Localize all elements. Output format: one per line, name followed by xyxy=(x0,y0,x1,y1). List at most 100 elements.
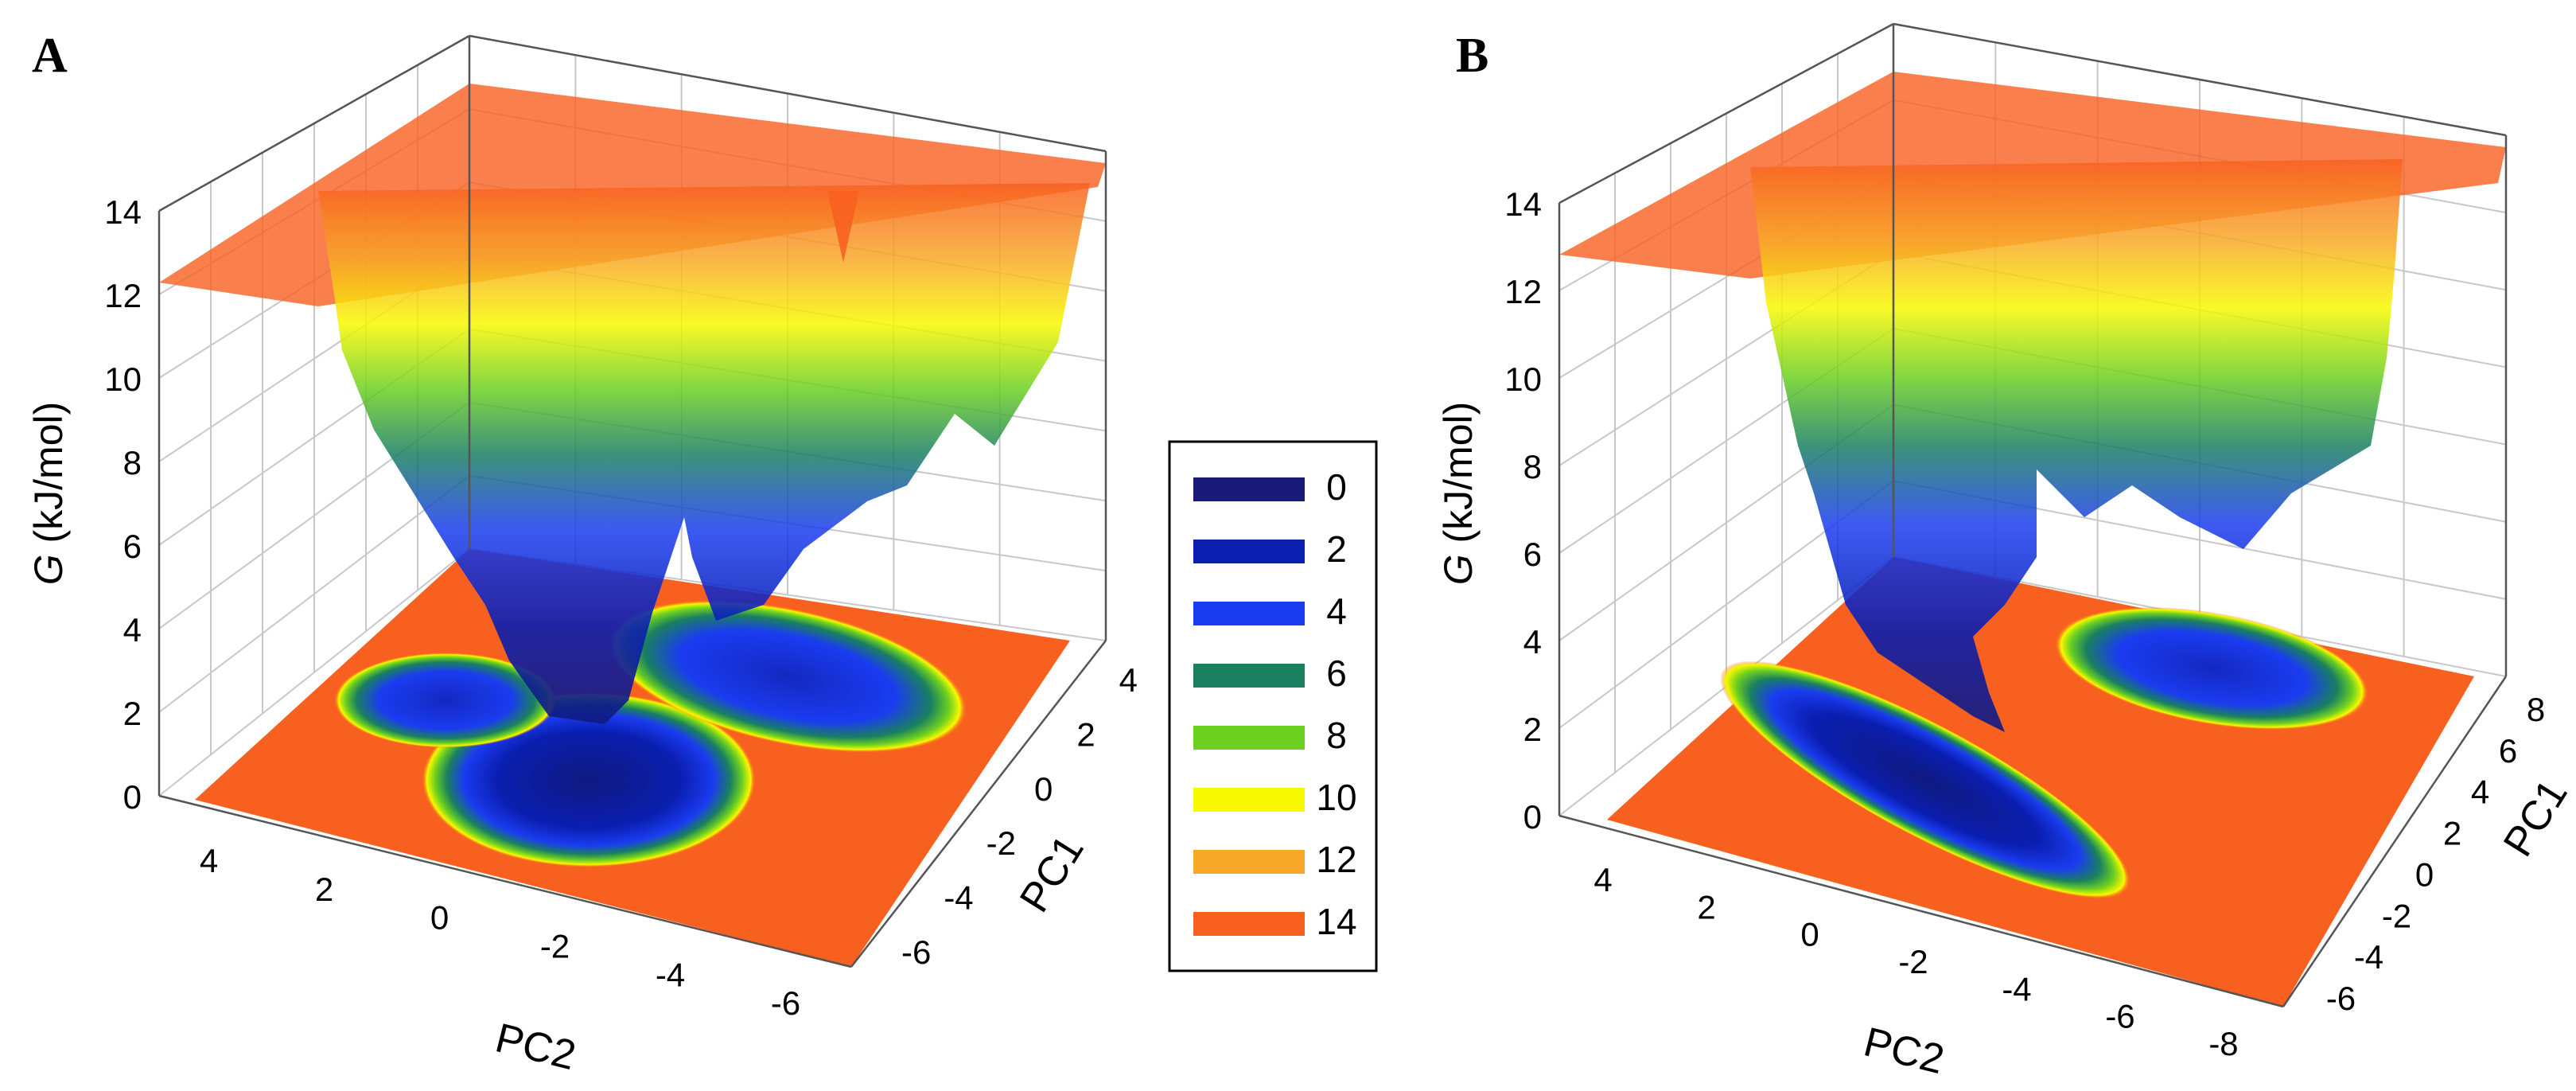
panel-a-z-axis-label-unit: (kJ/mol) xyxy=(26,402,71,555)
panel-b-axes xyxy=(1558,22,2508,1008)
panel-a-axis-edge xyxy=(850,640,1107,968)
z-tick-label: 2 xyxy=(1523,711,1542,748)
panel-a-z-axis-label: G (kJ/mol) xyxy=(26,402,71,586)
legend-label: 2 xyxy=(1326,528,1347,570)
y-tick-label: 8 xyxy=(2527,691,2545,728)
y-tick-label: -4 xyxy=(944,879,973,917)
y-tick-label: -2 xyxy=(2382,897,2411,934)
panel-a-y-axis-label: PC1 xyxy=(1011,828,1093,921)
legend-swatch xyxy=(1193,602,1305,625)
y-tick-label: 0 xyxy=(2415,855,2434,893)
y-tick-label: 0 xyxy=(1034,770,1053,808)
panel-a-z-axis-label-italic: G xyxy=(26,554,71,585)
legend-swatch xyxy=(1193,726,1305,750)
legend-label: 12 xyxy=(1316,839,1356,880)
panel-b-floor-basin-main xyxy=(1719,660,2131,899)
panel-b-x-axis-label: PC2 xyxy=(1859,1019,1948,1083)
legend-swatch xyxy=(1193,540,1305,563)
z-tick-label: 10 xyxy=(1504,360,1542,398)
z-tick-label: 4 xyxy=(123,611,142,649)
panel-a-axis-edge xyxy=(469,34,1107,153)
x-tick-label: -6 xyxy=(771,984,800,1022)
panel-b-x-ticks: 4 2 0 -2 -4 -6 -8 xyxy=(1593,861,2238,1062)
x-tick-label: -6 xyxy=(2105,998,2134,1035)
y-tick-label: -4 xyxy=(2354,938,2383,976)
z-tick-label: 8 xyxy=(1523,448,1542,485)
z-tick-label: 6 xyxy=(123,528,142,565)
panel-b-y-axis-label: PC1 xyxy=(2495,772,2576,865)
panel-a-axis-edge xyxy=(158,34,470,212)
legend: 0 2 4 6 8 10 12 14 xyxy=(1168,440,1378,972)
x-tick-label: 0 xyxy=(1800,916,1819,953)
z-tick-label: 14 xyxy=(1504,185,1542,223)
panel-a-axis-edge xyxy=(158,794,852,968)
panel-b-floor xyxy=(1607,557,2474,1007)
legend-label: 0 xyxy=(1326,466,1347,508)
panel-a-x-axis-label: PC2 xyxy=(491,1015,580,1079)
y-tick-label: -6 xyxy=(2326,980,2356,1017)
legend-label: 8 xyxy=(1326,715,1347,756)
z-tick-label: 0 xyxy=(1523,798,1542,836)
legend-label: 10 xyxy=(1316,777,1356,818)
legend-swatch xyxy=(1193,477,1305,501)
y-tick-label: 6 xyxy=(2499,732,2517,770)
x-tick-label: 4 xyxy=(1593,861,1612,898)
panel-a-x-ticks: 4 2 0 -2 -4 -6 xyxy=(200,842,800,1022)
legend-swatch xyxy=(1193,788,1305,812)
z-tick-label: 12 xyxy=(1504,273,1542,310)
z-tick-label: 0 xyxy=(123,778,142,816)
panel-b-axis-edge xyxy=(1558,814,2284,1008)
panel-a-funnel-surface xyxy=(318,183,1090,724)
z-tick-label: 2 xyxy=(123,695,142,732)
z-tick-label: 10 xyxy=(104,360,142,398)
legend-label: 4 xyxy=(1326,590,1347,632)
y-tick-label: 4 xyxy=(2471,773,2489,811)
z-tick-label: 6 xyxy=(1523,536,1542,573)
panel-b-axis-edge xyxy=(2282,676,2508,1007)
x-tick-label: -4 xyxy=(656,956,685,993)
panel-a-label: A xyxy=(32,29,68,83)
panel-b-z-axis-label-unit: (kJ/mol) xyxy=(1436,402,1481,555)
panel-b-label: B xyxy=(1456,29,1488,83)
panel-b-funnel-surface xyxy=(1750,159,2403,732)
legend-entries: 0 2 4 6 8 10 12 14 xyxy=(1193,466,1357,942)
y-tick-label: -2 xyxy=(986,824,1016,862)
panel-a-floor-basin-secondary xyxy=(608,600,967,753)
legend-label: 6 xyxy=(1326,653,1347,694)
panel-b-floor-basin-secondary xyxy=(2054,606,2369,731)
y-tick-label: -6 xyxy=(901,933,931,971)
y-tick-label: 4 xyxy=(1119,661,1138,699)
legend-swatch xyxy=(1193,912,1305,936)
x-tick-label: 0 xyxy=(430,899,449,937)
z-tick-label: 8 xyxy=(123,444,142,481)
x-tick-label: -4 xyxy=(2002,970,2031,1007)
x-tick-label: 2 xyxy=(1697,888,1715,925)
z-tick-label: 14 xyxy=(104,193,142,231)
x-tick-label: 2 xyxy=(315,871,333,908)
legend-frame xyxy=(1168,440,1378,972)
x-tick-label: 4 xyxy=(200,842,218,879)
y-tick-label: 2 xyxy=(2443,815,2461,852)
z-tick-label: 12 xyxy=(104,277,142,314)
y-tick-label: 2 xyxy=(1076,716,1095,754)
x-tick-label: -2 xyxy=(540,927,570,964)
panel-b-axis-edge xyxy=(1558,22,1894,205)
x-tick-label: -8 xyxy=(2208,1025,2238,1062)
x-tick-label: -2 xyxy=(1898,943,1928,980)
panel-b-z-axis-label: G (kJ/mol) xyxy=(1436,402,1481,586)
z-tick-label: 4 xyxy=(1523,623,1542,660)
panel-a-z-ticks: 14 12 10 8 6 4 2 0 xyxy=(104,193,142,816)
legend-swatch xyxy=(1193,850,1305,874)
panel-a-funnel-notch xyxy=(827,191,859,263)
panel-b-z-axis-label-italic: G xyxy=(1436,554,1481,585)
legend-swatch xyxy=(1193,664,1305,688)
panel-a-y-ticks: -6 -4 -2 024 xyxy=(901,661,1138,971)
panel-b-z-ticks: 14 12 10 8 6 4 2 0 xyxy=(1504,185,1542,836)
panel-a-axes xyxy=(158,34,1107,968)
legend-label: 14 xyxy=(1316,901,1356,942)
panel-a-floor-basin-left xyxy=(334,653,557,748)
